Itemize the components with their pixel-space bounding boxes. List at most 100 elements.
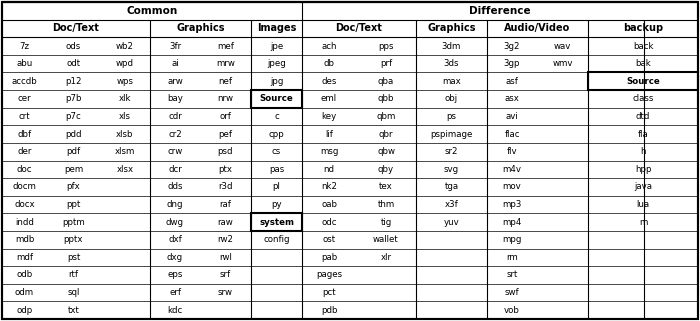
Text: nrw: nrw xyxy=(218,94,234,103)
Bar xyxy=(251,213,302,231)
Text: Source: Source xyxy=(626,77,660,86)
Text: lua: lua xyxy=(636,200,650,209)
Text: dwg: dwg xyxy=(166,218,184,227)
Text: 3dm: 3dm xyxy=(442,41,461,50)
Text: dbf: dbf xyxy=(18,130,32,139)
Text: raw: raw xyxy=(218,218,233,227)
Text: qbr: qbr xyxy=(379,130,393,139)
Text: yuv: yuv xyxy=(444,218,459,227)
Text: pptx: pptx xyxy=(64,235,83,244)
Text: pef: pef xyxy=(218,130,232,139)
Text: pptm: pptm xyxy=(62,218,85,227)
Text: xlsm: xlsm xyxy=(115,147,135,156)
Text: pl: pl xyxy=(272,182,281,191)
Text: ost: ost xyxy=(323,235,335,244)
Text: crt: crt xyxy=(19,112,30,121)
Text: Common: Common xyxy=(127,6,178,16)
Text: accdb: accdb xyxy=(12,77,37,86)
Text: srt: srt xyxy=(506,271,518,280)
Text: avi: avi xyxy=(505,112,519,121)
Text: wallet: wallet xyxy=(373,235,399,244)
Text: wav: wav xyxy=(554,41,571,50)
Text: prf: prf xyxy=(380,59,392,68)
Text: xlsb: xlsb xyxy=(116,130,134,139)
Text: wmv: wmv xyxy=(552,59,573,68)
Text: Doc/Text: Doc/Text xyxy=(52,23,99,33)
Text: swf: swf xyxy=(505,288,519,297)
Text: crw: crw xyxy=(167,147,183,156)
Text: system: system xyxy=(259,218,294,227)
Text: abu: abu xyxy=(16,59,33,68)
Text: nef: nef xyxy=(218,77,232,86)
Text: key: key xyxy=(321,112,337,121)
Text: qbw: qbw xyxy=(377,147,395,156)
Text: erf: erf xyxy=(169,288,181,297)
Text: cr2: cr2 xyxy=(168,130,182,139)
Text: dng: dng xyxy=(167,200,183,209)
Text: class: class xyxy=(632,94,654,103)
Text: mdf: mdf xyxy=(16,253,33,262)
Text: srf: srf xyxy=(220,271,231,280)
Text: ach: ach xyxy=(321,41,337,50)
Text: hpp: hpp xyxy=(635,165,651,174)
Text: 3gp: 3gp xyxy=(504,59,520,68)
Text: xlr: xlr xyxy=(381,253,391,262)
Text: pdb: pdb xyxy=(321,306,337,315)
Text: p7c: p7c xyxy=(66,112,81,121)
Text: cer: cer xyxy=(18,94,32,103)
Text: qby: qby xyxy=(378,165,394,174)
Text: sql: sql xyxy=(67,288,80,297)
Text: java: java xyxy=(634,182,652,191)
Text: Audio/Video: Audio/Video xyxy=(505,23,570,33)
Text: doc: doc xyxy=(17,165,32,174)
Text: docx: docx xyxy=(14,200,35,209)
Text: tig: tig xyxy=(380,218,391,227)
Text: wb2: wb2 xyxy=(116,41,134,50)
Text: db: db xyxy=(323,59,335,68)
Text: mdb: mdb xyxy=(15,235,34,244)
Text: vob: vob xyxy=(504,306,520,315)
Text: dtd: dtd xyxy=(636,112,650,121)
Bar xyxy=(251,90,302,108)
Text: tga: tga xyxy=(444,182,458,191)
Text: rm: rm xyxy=(506,253,518,262)
Text: mef: mef xyxy=(217,41,234,50)
Text: odc: odc xyxy=(321,218,337,227)
Text: ods: ods xyxy=(66,41,81,50)
Text: qbm: qbm xyxy=(377,112,395,121)
Text: c: c xyxy=(274,112,279,121)
Text: ps: ps xyxy=(447,112,456,121)
Text: msg: msg xyxy=(320,147,338,156)
Text: 3ds: 3ds xyxy=(444,59,459,68)
Text: lif: lif xyxy=(325,130,333,139)
Text: indd: indd xyxy=(15,218,34,227)
Text: Images: Images xyxy=(257,23,296,33)
Text: asx: asx xyxy=(505,94,519,103)
Text: 7z: 7z xyxy=(20,41,29,50)
Text: qbb: qbb xyxy=(378,94,394,103)
Text: mp4: mp4 xyxy=(503,218,522,227)
Text: x3f: x3f xyxy=(444,200,458,209)
Text: txt: txt xyxy=(68,306,79,315)
Text: mov: mov xyxy=(503,182,522,191)
Text: cdr: cdr xyxy=(168,112,182,121)
Text: fla: fla xyxy=(638,130,648,139)
Text: pem: pem xyxy=(64,165,83,174)
Text: p7b: p7b xyxy=(65,94,82,103)
Text: odt: odt xyxy=(66,59,80,68)
Text: rw2: rw2 xyxy=(218,235,234,244)
Text: pdd: pdd xyxy=(65,130,82,139)
Text: pab: pab xyxy=(321,253,337,262)
Text: oab: oab xyxy=(321,200,337,209)
Text: wpd: wpd xyxy=(116,59,134,68)
Text: jpe: jpe xyxy=(270,41,283,50)
Text: mpg: mpg xyxy=(503,235,522,244)
Text: bay: bay xyxy=(167,94,183,103)
Text: mp3: mp3 xyxy=(503,200,522,209)
Text: h: h xyxy=(640,147,645,156)
Text: cs: cs xyxy=(272,147,281,156)
Text: tex: tex xyxy=(379,182,393,191)
Text: kdc: kdc xyxy=(167,306,183,315)
Text: dxf: dxf xyxy=(168,235,182,244)
Text: wps: wps xyxy=(116,77,134,86)
